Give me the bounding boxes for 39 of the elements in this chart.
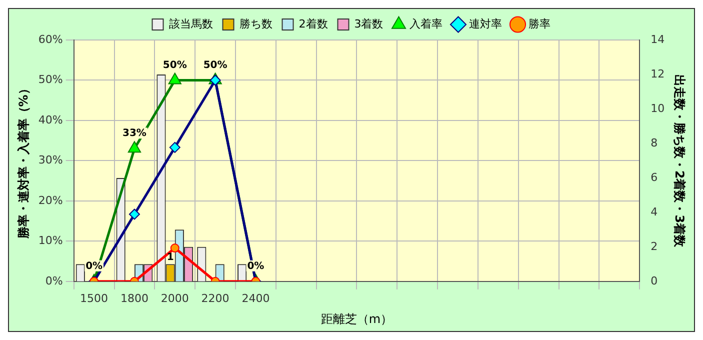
y2-tick-label: 12	[650, 67, 665, 80]
y2-tick-label: 10	[650, 102, 665, 115]
x-tick-label: 2000	[160, 292, 189, 305]
legend-label: 入着率	[410, 17, 443, 30]
data-label: 50%	[203, 60, 228, 71]
data-label: 0%	[247, 260, 264, 272]
x-tick-label: 2200	[201, 292, 230, 305]
y-tick-label: 40%	[38, 113, 63, 126]
point	[128, 141, 142, 153]
data-label: 1	[166, 252, 174, 263]
x-tick-label: 1500	[80, 292, 108, 305]
y-tick-label: 30%	[38, 154, 63, 167]
legend-label: 連対率	[469, 17, 502, 30]
y-tick-label: 0%	[45, 274, 63, 288]
y-tick-label: 10%	[38, 234, 63, 248]
legend-label: 3着数	[354, 17, 384, 30]
y2-tick-label: 8	[650, 136, 658, 150]
data-label: 50%	[162, 60, 187, 71]
legend-label: 2着数	[298, 17, 328, 30]
legend-label: 勝率	[528, 17, 551, 30]
y-tick-label: 60%	[38, 32, 63, 46]
legend-label: 該当馬数	[168, 17, 213, 30]
y2-axis-title: 出走数・勝ち数・2着数・3着数	[672, 74, 687, 248]
y2-tick-label: 4	[650, 205, 658, 218]
y-tick-label: 20%	[38, 194, 63, 207]
x-tick-label: 1800	[120, 292, 148, 305]
y2-tick-label: 2	[650, 240, 658, 253]
data-label: 0%	[86, 260, 103, 272]
point	[169, 142, 180, 153]
point	[168, 72, 182, 84]
legend-label: 勝ち数	[239, 17, 272, 30]
y2-tick-label: 6	[650, 170, 658, 184]
y2-tick-label: 14	[650, 32, 665, 46]
data-label: 33%	[122, 128, 146, 140]
y2-tick-label: 0	[650, 274, 658, 288]
y-tick-label: 50%	[38, 73, 63, 86]
y-axis-title: 勝率・連対率・入着率（%）	[16, 82, 30, 240]
x-axis-title: 距離芝（m）	[320, 312, 393, 326]
x-tick-label: 2400	[242, 292, 270, 305]
